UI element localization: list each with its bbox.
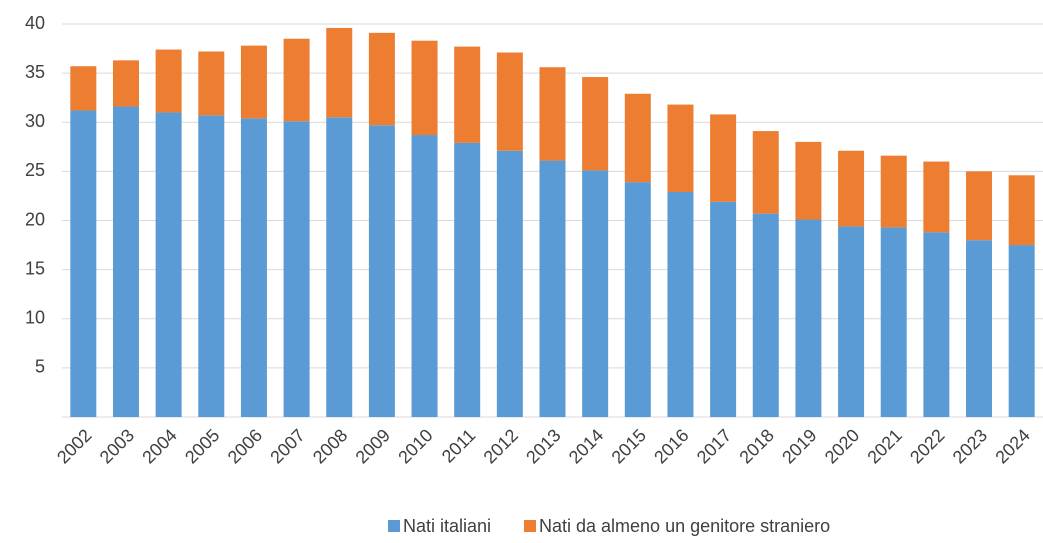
bar-segment — [411, 40, 438, 136]
y-tick-label: 15 — [25, 258, 45, 278]
bar-segment — [1008, 175, 1035, 246]
x-tick-label: 2018 — [735, 425, 777, 467]
x-tick-label: 2022 — [906, 425, 948, 467]
bar-segment — [838, 150, 865, 227]
bar-segment — [70, 66, 97, 111]
x-tick-label: 2013 — [522, 425, 564, 467]
x-tick-label: 2009 — [352, 425, 394, 467]
x-tick-label: 2006 — [224, 425, 266, 467]
bar-segment — [966, 171, 993, 241]
bar-segment — [112, 60, 139, 107]
bar-segment — [838, 226, 865, 417]
bar-segment — [496, 150, 523, 417]
x-tick-label: 2015 — [608, 425, 650, 467]
y-tick-label: 10 — [25, 308, 45, 328]
bar-segment — [326, 27, 353, 118]
x-tick-label: 2021 — [863, 425, 905, 467]
bar-segment — [198, 51, 225, 116]
bar-segment — [752, 131, 779, 214]
x-tick-label: 2003 — [96, 425, 138, 467]
bar-segment — [923, 232, 950, 417]
bar-segment — [240, 118, 267, 417]
x-tick-label: 2023 — [949, 425, 991, 467]
bar-segment — [880, 155, 907, 228]
x-tick-label: 2010 — [394, 425, 436, 467]
x-tick-label: 2020 — [821, 425, 863, 467]
bar-segment — [966, 240, 993, 417]
bar-segment — [112, 106, 139, 417]
bar-segment — [710, 114, 737, 202]
x-tick-label: 2005 — [181, 425, 223, 467]
x-tick-label: 2007 — [266, 425, 308, 467]
bar-segment — [923, 161, 950, 233]
bar-segment — [326, 117, 353, 418]
bar-segment — [582, 170, 609, 417]
bar-segment — [155, 112, 182, 418]
bar-segment — [368, 32, 395, 126]
bar-segment — [539, 160, 566, 417]
bar-segment — [240, 45, 267, 119]
bar-segment — [624, 93, 651, 183]
x-tick-label: 2014 — [565, 425, 607, 467]
legend-label: Nati da almeno un genitore straniero — [539, 516, 830, 536]
bar-segment — [283, 38, 310, 122]
bar-segment — [368, 125, 395, 417]
x-tick-label: 2017 — [693, 425, 735, 467]
bar-segment — [198, 115, 225, 417]
bar-segment — [582, 77, 609, 171]
bar-segment — [454, 142, 481, 417]
x-tick-label: 2002 — [53, 425, 95, 467]
y-tick-label: 40 — [25, 13, 45, 33]
y-tick-label: 25 — [25, 160, 45, 180]
bar-segment — [539, 67, 566, 161]
y-tick-label: 35 — [25, 62, 45, 82]
x-tick-label: 2012 — [480, 425, 522, 467]
bar-segment — [1008, 245, 1035, 417]
bar-segment — [70, 110, 97, 418]
x-tick-label: 2008 — [309, 425, 351, 467]
legend-swatch — [524, 520, 536, 532]
bar-segment — [667, 192, 694, 417]
bar-segment — [667, 104, 694, 193]
bar-segment — [411, 135, 438, 417]
x-tick-label: 2011 — [438, 425, 480, 467]
x-tick-label: 2016 — [650, 425, 692, 467]
y-tick-label: 5 — [35, 357, 45, 377]
bar-segment — [795, 219, 822, 417]
legend-swatch — [388, 520, 400, 532]
legend-label: Nati italiani — [403, 516, 491, 536]
y-tick-label: 20 — [25, 209, 45, 229]
y-tick-label: 30 — [25, 111, 45, 131]
bar-segment — [752, 213, 779, 417]
bar-segment — [283, 121, 310, 417]
bar-segment — [710, 201, 737, 417]
bar-segment — [454, 46, 481, 143]
bar-segment — [795, 141, 822, 220]
bar-segment — [496, 52, 523, 151]
x-tick-label: 2024 — [991, 425, 1033, 467]
bar-segment — [155, 49, 182, 113]
x-tick-label: 2004 — [138, 425, 180, 467]
bar-segment — [880, 227, 907, 417]
bar-segment — [624, 182, 651, 417]
x-tick-label: 2019 — [778, 425, 820, 467]
